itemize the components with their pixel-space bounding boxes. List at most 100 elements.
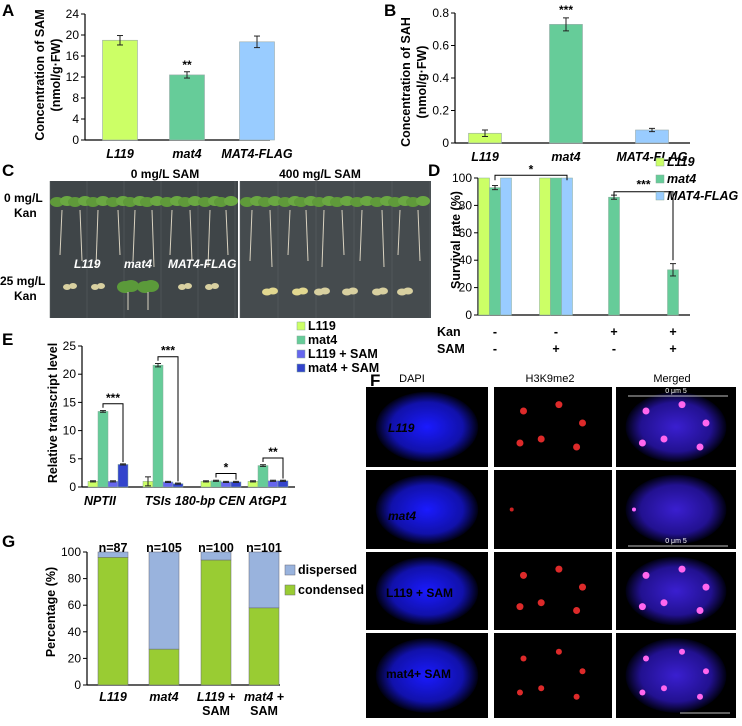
panel-a-xtick-1: mat4: [172, 147, 201, 161]
micro-spot: [573, 607, 581, 614]
micro-spot: [660, 599, 668, 607]
panel-b-ytick-label: 0.8: [432, 6, 449, 20]
panel-a-sig-1: **: [182, 58, 192, 72]
seedling-root: [151, 209, 155, 268]
micro-spot: [696, 607, 704, 614]
panel-e-legend-label-0: L119: [308, 319, 336, 333]
panel-label-g: G: [2, 532, 15, 551]
micro-spot: [697, 693, 703, 700]
micro-spot: [638, 603, 646, 611]
panel-d-row-kan: Kan: [437, 325, 461, 339]
micro-nucleus-merged: [625, 474, 727, 545]
panel-d-ytick-label: 40: [459, 253, 473, 267]
panel-d-sig-bracket: [613, 191, 674, 261]
panel-label-c: C: [2, 161, 14, 180]
micro-spot: [702, 583, 710, 591]
panel-label-b: B: [384, 1, 396, 20]
seedling-root: [79, 209, 83, 262]
panel-d-legend-swatch-0: [655, 157, 665, 167]
micro-spot: [538, 685, 545, 692]
panel-g-ytick-label: 100: [61, 545, 81, 559]
panel-g-bar-0-3: [248, 607, 280, 686]
panel-e-legend-label-1: mat4: [308, 333, 337, 347]
panel-d-bar-1-3: [667, 269, 679, 316]
micro-spot: [639, 689, 646, 696]
panel-b-ytick-label: 0.4: [432, 71, 449, 85]
photo-row-label-bottom-2: Kan: [14, 289, 37, 303]
panel-d-chart: Survival rate (%) 020406080100****KanSAM…: [437, 155, 739, 356]
panel-d-legend-swatch-1: [655, 174, 665, 184]
micro-spot: [520, 655, 527, 662]
panel-e-xtick-0: NPTII: [84, 494, 116, 508]
panel-d-ytick-label: 20: [459, 281, 473, 295]
panel-e-sig-label-2: *: [224, 460, 229, 474]
seedling-root: [321, 209, 325, 268]
panel-e-ytick-label: 15: [63, 395, 77, 409]
seedling-root: [397, 209, 401, 256]
panel-g-n-label-3: n=101: [246, 541, 282, 555]
photo-label-l119: L119: [74, 257, 101, 271]
panel-e-xtick-3: AtGP1: [248, 494, 287, 508]
micro-spot: [516, 603, 524, 611]
panel-g-n-label-2: n=100: [198, 541, 234, 555]
panel-e-sig-label-0: ***: [106, 391, 120, 405]
panel-a-ytick-label: 4: [72, 112, 79, 126]
panel-e-sig-label-1: ***: [161, 344, 175, 358]
panel-g-bar-1-2: [200, 551, 232, 561]
panel-e-sig-bracket-1: [157, 356, 179, 482]
seedling-root: [117, 209, 121, 256]
panel-g-chart: Percentage (%) 0 20 40 60 80 100 n=87 n=105 n=10…: [44, 541, 364, 718]
panel-g-xtick-3-part: SAM: [250, 704, 278, 718]
panel-e-sig-bracket-0: [102, 403, 124, 463]
panel-e-bar-1-3: [257, 465, 269, 488]
panel-g-bar-0-2: [200, 559, 232, 686]
seedling-small: [268, 287, 278, 295]
micro-nucleus-dapi: [375, 474, 479, 545]
panel-g-ytick-label: 60: [68, 598, 82, 612]
panel-g-ylabel: Percentage (%): [44, 567, 58, 657]
micro-col-merged: Merged: [653, 373, 690, 385]
seedling-root: [359, 209, 363, 262]
panel-b-bar-1: [549, 24, 583, 144]
micro-spot: [520, 571, 527, 579]
panel-d-sig-bracket: [494, 174, 568, 181]
panel-g-ytick-label: 0: [74, 678, 81, 692]
seedling-small: [69, 283, 77, 289]
panel-a-ylabel-2: (nmol/g·FW): [49, 39, 63, 112]
micro-nucleus-dapi: [375, 391, 479, 463]
panel-g-bar-0-1: [148, 648, 180, 686]
photo-header-0sam: 0 mg/L SAM: [131, 167, 199, 181]
micro-spot: [537, 435, 545, 443]
seedling-small: [205, 284, 213, 290]
seedling-small: [178, 284, 186, 290]
panel-d-sam-sign: -: [612, 342, 616, 356]
panel-g-xtick-1: mat4: [149, 690, 178, 704]
seedling-root: [189, 209, 193, 262]
panel-g-xtick-0: L119: [99, 690, 127, 704]
panel-e-legend-swatch-1: [296, 335, 306, 345]
panel-b-chart: Concentration of SAH (nmol/g·FW) 0 0.2 0.4…: [399, 3, 690, 164]
panel-d-bar-2-1: [561, 177, 573, 316]
micro-spot: [555, 648, 562, 655]
seedling-root: [207, 209, 211, 268]
micro-nucleus-dapi: [375, 556, 479, 626]
micro-spot: [661, 685, 667, 692]
panel-d-ylabel: Survival rate (%): [449, 191, 463, 289]
panel-e-xtick-2: 180-bp CEN: [175, 494, 246, 508]
seedling-leaf: [416, 196, 430, 206]
micro-spot: [579, 668, 586, 675]
micro-row-mat4: mat4: [388, 509, 416, 523]
seedling-root: [249, 209, 253, 262]
panel-a-bar-2: [239, 41, 275, 141]
panel-g-legend-label-1: condensed: [298, 583, 364, 597]
photo-row-label-top-2: Kan: [14, 206, 37, 220]
microscopy-grid: 0 μm 5 0 μm 5: [366, 387, 736, 718]
panel-b-ytick-label: 0.2: [432, 104, 449, 118]
micro-spot: [643, 655, 649, 662]
panel-g-bar-1-3: [248, 551, 280, 609]
panel-label-e: E: [2, 330, 13, 349]
panel-d-ytick-label: 80: [459, 198, 473, 212]
micro-spot: [660, 435, 668, 443]
panel-e-legend-swatch-2: [296, 349, 306, 359]
